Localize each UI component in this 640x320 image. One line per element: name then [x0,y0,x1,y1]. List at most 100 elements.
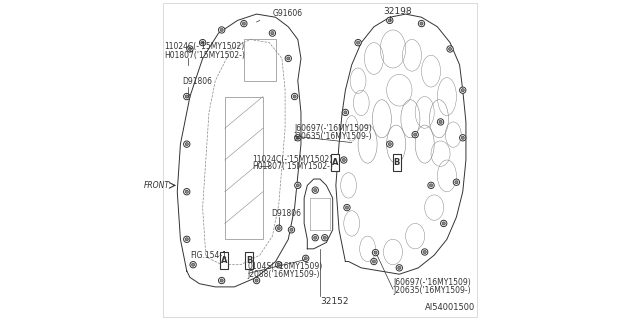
Text: J60697(-'16MY1509): J60697(-'16MY1509) [294,124,372,133]
Circle shape [460,87,466,93]
Circle shape [294,135,301,141]
Circle shape [296,136,300,140]
Circle shape [396,265,403,271]
Circle shape [293,95,296,98]
Circle shape [372,250,379,256]
Circle shape [428,182,434,188]
Text: FRONT: FRONT [143,181,170,190]
Circle shape [191,263,195,266]
Text: 32152: 32152 [320,297,349,306]
Circle shape [187,46,193,52]
Circle shape [374,251,377,254]
Circle shape [220,279,223,282]
Text: B: B [246,256,253,265]
Circle shape [437,119,444,125]
Bar [220,252,228,269]
Bar [393,154,401,171]
Text: J2088('16MY1509-): J2088('16MY1509-) [247,270,319,279]
Circle shape [344,111,347,114]
Circle shape [312,187,319,193]
Circle shape [371,258,377,265]
Circle shape [387,17,393,24]
Circle shape [413,133,417,136]
Circle shape [356,41,360,44]
Circle shape [453,179,460,185]
Text: D91806: D91806 [271,209,301,218]
Circle shape [461,89,465,92]
Circle shape [277,263,280,266]
Text: 0104S(-'16MY1509): 0104S(-'16MY1509) [247,262,323,271]
Circle shape [455,180,458,184]
Circle shape [412,132,419,138]
Circle shape [388,142,392,146]
Circle shape [287,57,290,60]
Circle shape [288,227,294,233]
Text: 11024C(-'15MY1502): 11024C(-'15MY1502) [164,42,245,51]
Circle shape [387,141,393,147]
Circle shape [294,182,301,188]
Circle shape [314,236,317,239]
Circle shape [255,279,258,282]
Circle shape [185,95,188,98]
Text: B: B [394,158,400,167]
Circle shape [314,188,317,192]
Text: H01807('15MY1502-): H01807('15MY1502-) [252,162,333,171]
Circle shape [346,206,349,209]
Circle shape [269,30,276,36]
Circle shape [201,41,204,44]
Text: 11024C(-'15MY1502): 11024C(-'15MY1502) [252,155,332,164]
Circle shape [372,260,376,263]
Circle shape [184,93,190,100]
Circle shape [185,190,188,193]
Bar [246,252,253,269]
Circle shape [276,261,282,268]
Circle shape [304,257,307,260]
Text: H01807('15MY1502-): H01807('15MY1502-) [164,52,245,60]
Circle shape [342,109,349,116]
Circle shape [340,157,347,163]
Text: J20635('16MY1509-): J20635('16MY1509-) [393,285,470,295]
Circle shape [277,227,280,230]
Circle shape [461,136,465,140]
Circle shape [449,47,452,51]
Circle shape [296,184,300,187]
Circle shape [447,46,453,52]
Circle shape [291,93,298,100]
Circle shape [419,20,425,27]
Circle shape [276,225,282,231]
Circle shape [321,235,328,241]
Circle shape [253,277,260,284]
Text: A: A [332,158,339,167]
Circle shape [271,32,274,35]
Circle shape [420,22,423,25]
Circle shape [460,135,466,141]
Circle shape [440,220,447,227]
Circle shape [241,20,247,27]
Circle shape [355,39,361,46]
Text: D91806: D91806 [182,77,212,86]
Circle shape [423,251,426,253]
Circle shape [184,188,190,195]
Circle shape [285,55,291,62]
Text: FIG.154-1: FIG.154-1 [190,251,227,260]
Text: AI54001500: AI54001500 [425,303,476,312]
Circle shape [303,255,309,261]
Circle shape [312,235,319,241]
Circle shape [200,39,206,46]
Circle shape [344,204,350,211]
Circle shape [243,22,246,25]
Circle shape [323,236,326,239]
Circle shape [439,120,442,124]
Circle shape [342,158,346,162]
Circle shape [188,47,191,51]
Bar [331,154,339,171]
Circle shape [185,238,188,241]
Circle shape [442,222,445,225]
Text: 32198: 32198 [383,7,412,16]
Circle shape [185,142,188,146]
Text: A: A [221,256,227,265]
Circle shape [220,28,223,32]
Circle shape [218,27,225,33]
Circle shape [429,184,433,187]
Text: J60697(-'16MY1509): J60697(-'16MY1509) [393,278,470,287]
